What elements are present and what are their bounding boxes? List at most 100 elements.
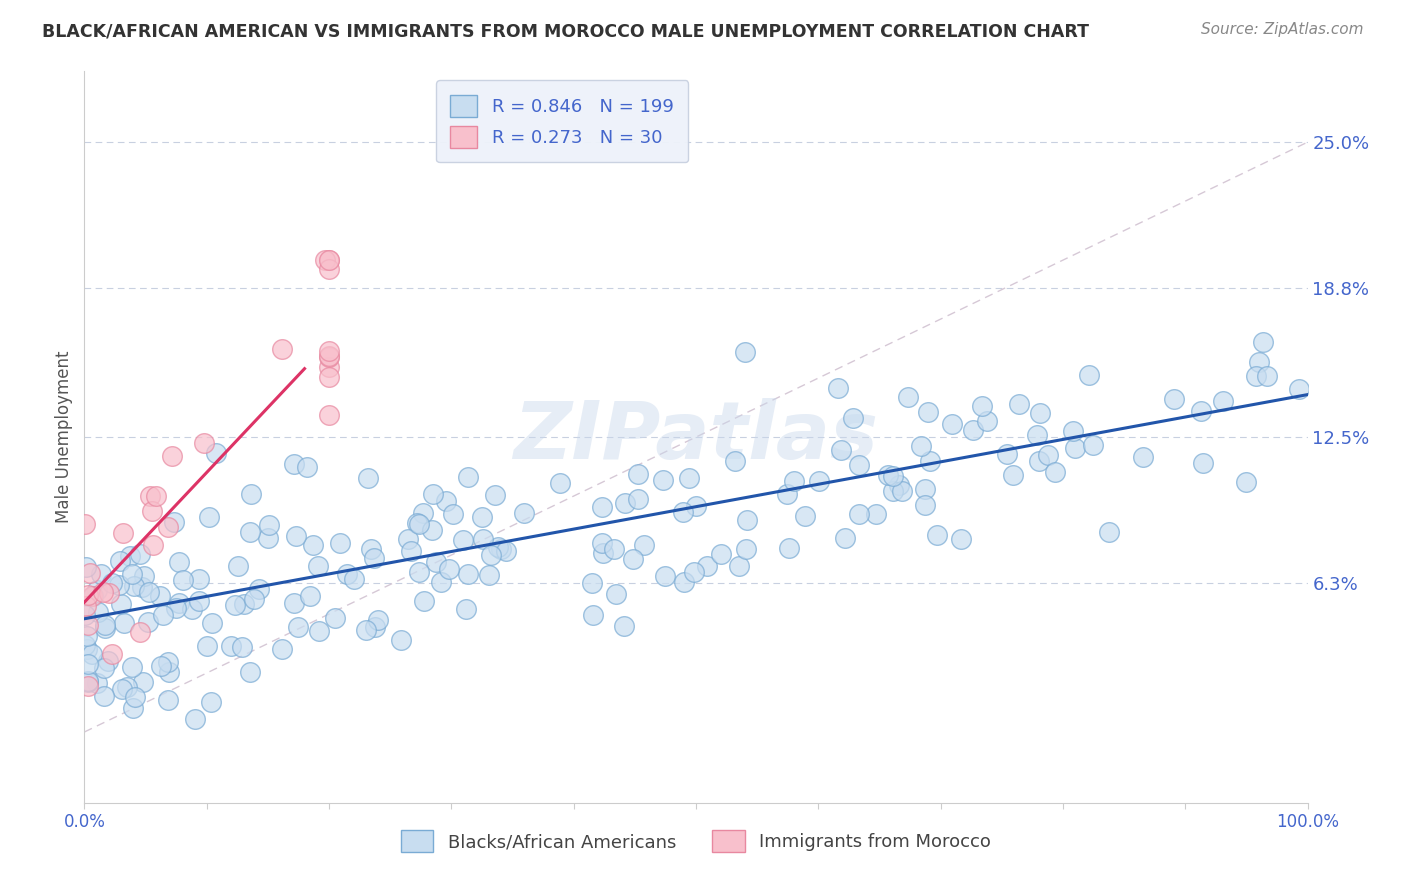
Point (76, 629, 98, 643)
Point (152, 607, 174, 622)
Point (142, 538, 165, 552)
Point (295, 459, 318, 474)
Point (422, 487, 444, 501)
Point (87, 605, 110, 619)
Point (696, 558, 718, 573)
Point (621, 552, 644, 566)
Point (478, 567, 501, 582)
Point (1064, 442, 1087, 456)
Point (735, 512, 758, 526)
Point (239, 487, 262, 501)
Point (343, 572, 366, 586)
Point (221, 639, 243, 653)
Point (145, 489, 167, 503)
Point (592, 546, 614, 560)
Point (231, 640, 253, 654)
Point (160, 449, 183, 463)
Point (627, 467, 650, 481)
Point (121, 567, 143, 582)
Point (1212, 393, 1234, 408)
Point (865, 507, 887, 521)
Point (602, 542, 624, 557)
Point (318, 349, 340, 363)
Point (132, 675, 155, 690)
Point (776, 487, 799, 501)
Point (429, 575, 451, 590)
Point (591, 536, 613, 550)
Point (479, 549, 502, 563)
Point (654, 569, 676, 583)
Point (970, 399, 993, 413)
Point (633, 538, 655, 552)
Point (80, 648, 103, 662)
Point (94, 621, 117, 635)
Point (356, 624, 378, 638)
Point (484, 488, 506, 502)
Point (724, 453, 747, 467)
Point (76, 588, 98, 602)
Point (489, 541, 512, 556)
Point (457, 567, 479, 582)
Point (76, 641, 98, 656)
Point (101, 576, 124, 591)
Point (77, 674, 100, 689)
Point (138, 615, 160, 629)
Point (357, 470, 380, 484)
Point (285, 528, 308, 542)
Point (157, 692, 180, 706)
Point (139, 489, 162, 503)
Point (77, 679, 100, 693)
Point (82, 589, 104, 603)
Point (205, 445, 228, 459)
Point (550, 476, 572, 491)
Text: BLACK/AFRICAN AMERICAN VS IMMIGRANTS FROM MOROCCO MALE UNEMPLOYMENT CORRELATION : BLACK/AFRICAN AMERICAN VS IMMIGRANTS FRO… (42, 22, 1090, 40)
Point (613, 619, 636, 633)
Point (121, 660, 143, 674)
Point (976, 414, 998, 428)
Point (920, 454, 942, 468)
Point (165, 601, 187, 615)
Point (184, 712, 207, 726)
Point (962, 423, 984, 437)
Point (1253, 334, 1275, 349)
Point (683, 565, 706, 579)
Point (995, 447, 1018, 461)
Point (949, 532, 972, 546)
Point (406, 516, 429, 530)
Point (318, 262, 340, 277)
Point (472, 532, 495, 546)
Point (112, 615, 135, 630)
Point (329, 536, 352, 550)
Point (1236, 475, 1258, 489)
Point (457, 470, 479, 484)
Point (247, 582, 270, 596)
Point (318, 253, 340, 268)
Point (79, 566, 101, 580)
Point (1081, 438, 1104, 452)
Point (308, 624, 330, 639)
Point (453, 533, 475, 548)
Point (841, 411, 863, 425)
Point (325, 611, 347, 625)
Point (848, 507, 870, 521)
Point (652, 474, 675, 488)
Point (495, 544, 517, 558)
Point (513, 506, 536, 520)
Point (118, 549, 141, 563)
Point (412, 506, 434, 520)
Point (75, 638, 97, 652)
Point (188, 594, 211, 608)
Point (108, 554, 131, 568)
Point (794, 509, 817, 524)
Point (188, 572, 211, 586)
Point (678, 471, 700, 485)
Point (283, 458, 305, 472)
Legend: Blacks/African Americans, Immigrants from Morocco: Blacks/African Americans, Immigrants fro… (394, 823, 998, 860)
Text: ZIPatlas: ZIPatlas (513, 398, 879, 476)
Point (318, 408, 340, 422)
Point (301, 538, 323, 552)
Point (131, 580, 153, 594)
Point (167, 596, 190, 610)
Point (363, 551, 385, 566)
Point (420, 523, 443, 537)
